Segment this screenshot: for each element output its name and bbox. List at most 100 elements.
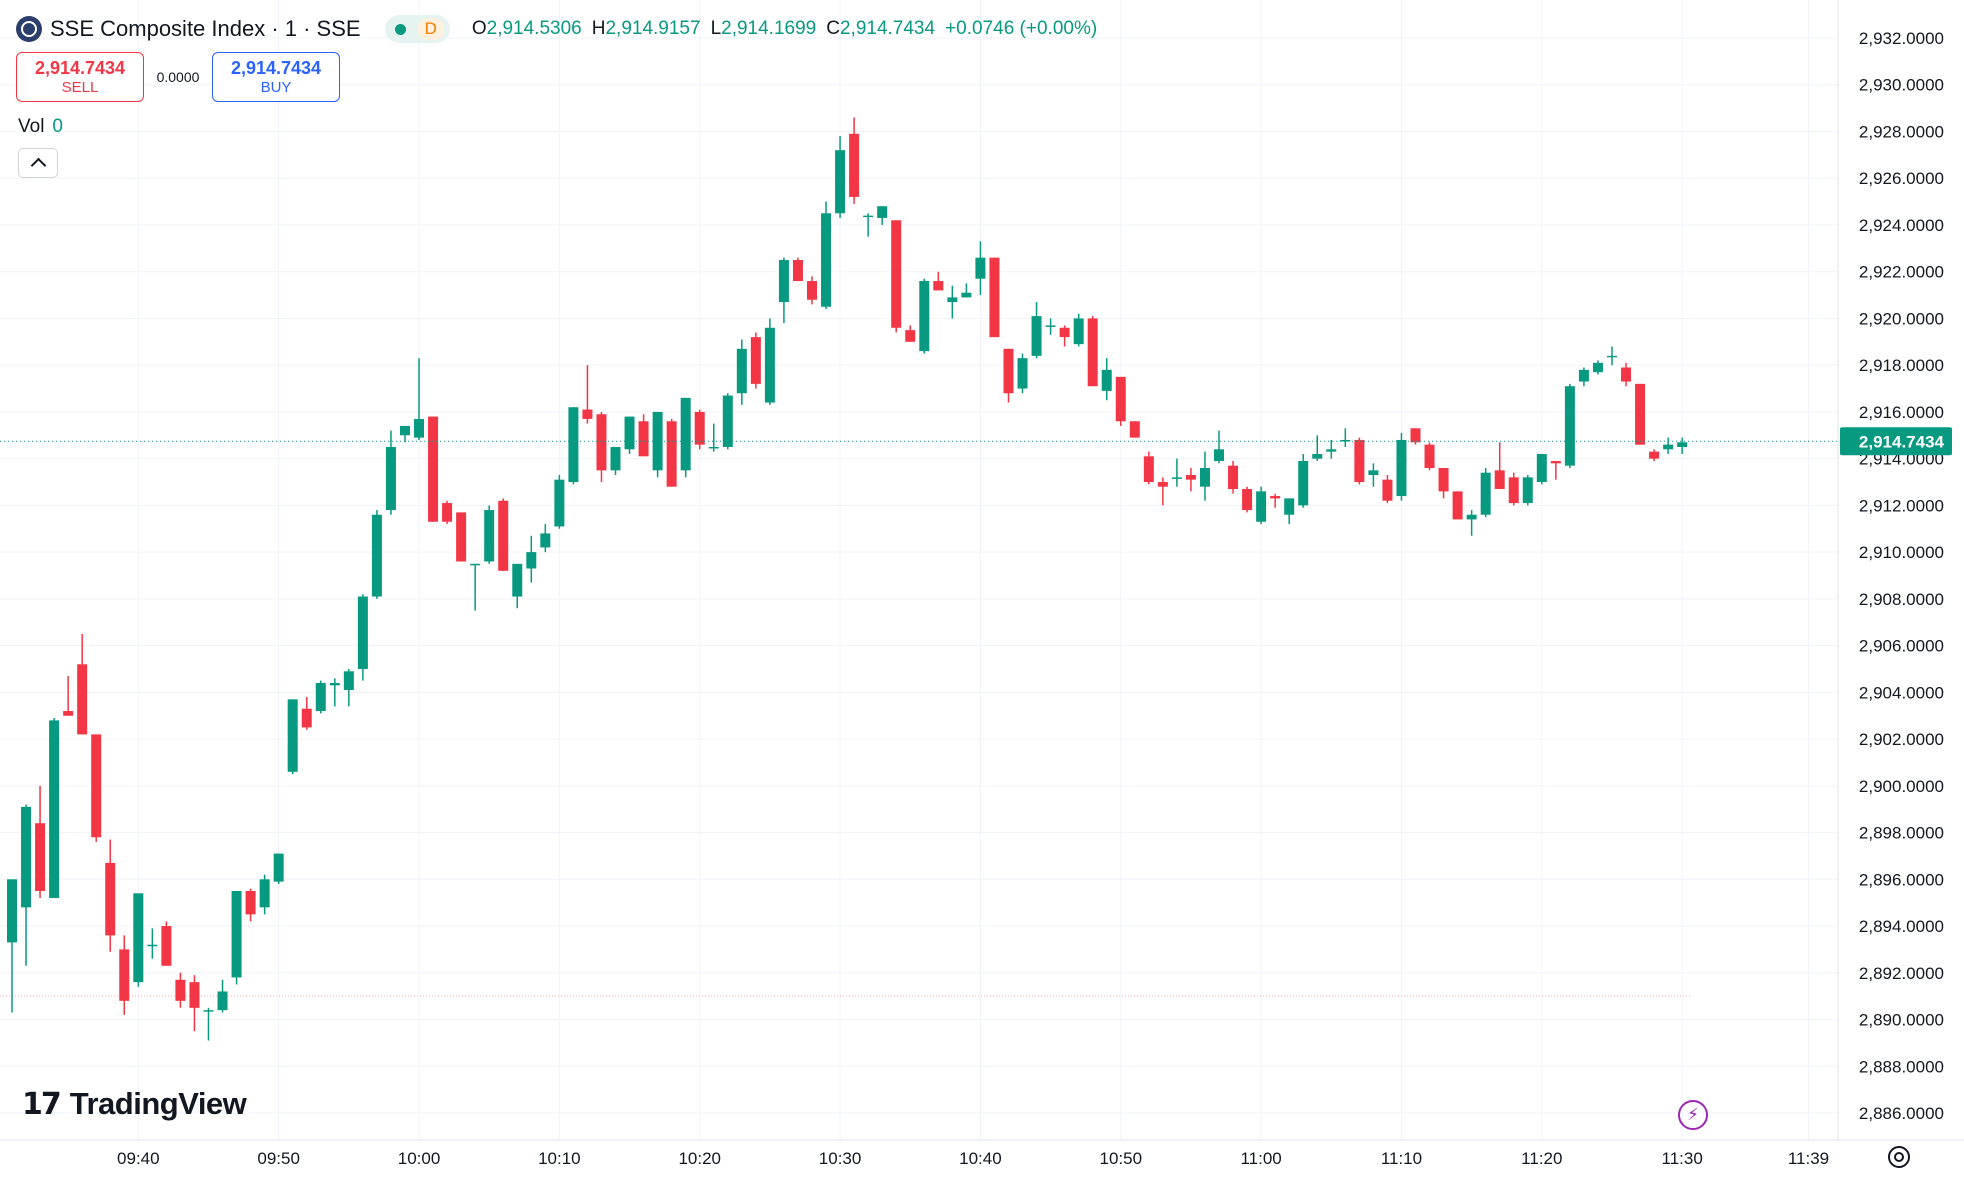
candle[interactable] (680, 397, 691, 478)
candle[interactable] (1592, 360, 1603, 375)
candle[interactable] (764, 318, 775, 405)
candle[interactable] (568, 407, 579, 485)
candle[interactable] (1606, 346, 1617, 366)
sell-button[interactable]: 2,914.7434 SELL (16, 52, 144, 102)
candle[interactable] (484, 505, 495, 564)
candlestick-series[interactable] (7, 117, 1688, 1041)
candle[interactable] (63, 675, 74, 716)
candle[interactable] (1185, 468, 1196, 492)
candle[interactable] (1115, 376, 1126, 426)
candle[interactable] (778, 257, 789, 324)
candle[interactable] (1242, 486, 1253, 513)
candle[interactable] (638, 414, 649, 457)
candle[interactable] (1340, 428, 1351, 447)
candle[interactable] (1508, 472, 1519, 506)
candle[interactable] (1045, 318, 1056, 335)
candle[interactable] (666, 418, 677, 487)
candle[interactable] (147, 928, 158, 959)
candle[interactable] (217, 979, 228, 1013)
candle[interactable] (1143, 451, 1154, 485)
candle[interactable] (526, 535, 537, 583)
candle[interactable] (652, 411, 663, 478)
candle[interactable] (1298, 453, 1309, 508)
candle[interactable] (357, 594, 368, 681)
candle[interactable] (371, 510, 382, 599)
candle[interactable] (91, 734, 102, 842)
candle[interactable] (456, 512, 467, 562)
candle[interactable] (512, 563, 523, 609)
candle[interactable] (947, 285, 958, 319)
candle[interactable] (554, 475, 565, 529)
candle[interactable] (189, 975, 200, 1032)
candle[interactable] (428, 416, 439, 522)
candle[interactable] (933, 271, 944, 291)
candle[interactable] (582, 365, 593, 424)
candle[interactable] (21, 804, 32, 966)
gear-icon[interactable] (1888, 1146, 1910, 1168)
candle[interactable] (1494, 442, 1505, 490)
tradingview-logo[interactable]: 17 TradingView (22, 1086, 247, 1122)
candle[interactable] (1452, 491, 1463, 520)
candle[interactable] (315, 680, 326, 714)
volume-legend[interactable]: Vol 0 (18, 116, 63, 138)
buy-button[interactable]: 2,914.7434 BUY (212, 52, 340, 102)
candle[interactable] (821, 201, 832, 310)
candle[interactable] (1396, 432, 1407, 501)
candle[interactable] (1228, 460, 1239, 494)
candle[interactable] (1101, 358, 1112, 401)
candle[interactable] (736, 339, 747, 405)
candle[interactable] (133, 893, 144, 987)
candle[interactable] (385, 430, 396, 515)
candle[interactable] (245, 888, 256, 922)
candle[interactable] (708, 423, 719, 452)
candle[interactable] (470, 563, 481, 611)
candle[interactable] (722, 393, 733, 450)
candle[interactable] (273, 853, 284, 884)
candle[interactable] (343, 668, 354, 707)
candle[interactable] (540, 524, 551, 553)
candle[interactable] (175, 972, 186, 1008)
candle[interactable] (750, 332, 761, 389)
candle[interactable] (863, 213, 874, 237)
chevron-up-icon[interactable] (18, 148, 58, 178)
candle[interactable] (1017, 353, 1028, 394)
candle[interactable] (1003, 348, 1014, 403)
candle[interactable] (414, 358, 425, 440)
candle[interactable] (1354, 437, 1365, 485)
candle[interactable] (1326, 439, 1337, 459)
candle[interactable] (1382, 475, 1393, 504)
candle[interactable] (694, 409, 705, 450)
symbol-title[interactable]: SSE Composite Index · 1 · SSE (50, 16, 361, 41)
candle[interactable] (498, 498, 509, 571)
candle[interactable] (105, 839, 116, 952)
candle[interactable] (1214, 430, 1225, 464)
candle[interactable] (1284, 498, 1295, 525)
candle[interactable] (1256, 486, 1267, 525)
x-axis[interactable]: 2609:4009:5010:0010:1010:2010:3010:4010:… (0, 1149, 1829, 1168)
candle[interactable] (1466, 510, 1477, 536)
candle[interactable] (1536, 453, 1547, 485)
candle[interactable] (1564, 383, 1575, 468)
candle[interactable] (1635, 383, 1646, 445)
candle[interactable] (1312, 435, 1323, 461)
candle[interactable] (203, 1007, 214, 1041)
candle[interactable] (1157, 477, 1168, 506)
candle[interactable] (1649, 449, 1660, 461)
candle[interactable] (891, 220, 902, 333)
market-status-badge[interactable]: D (384, 15, 450, 43)
candle[interactable] (905, 325, 916, 342)
candle[interactable] (989, 257, 1000, 338)
candle[interactable] (961, 283, 972, 298)
candle[interactable] (442, 500, 453, 525)
candle[interactable] (7, 879, 17, 1013)
candle[interactable] (1073, 313, 1084, 347)
candle[interactable] (119, 935, 130, 1015)
candle[interactable] (1199, 451, 1210, 501)
candle[interactable] (1059, 325, 1070, 347)
candle[interactable] (624, 416, 635, 454)
candle[interactable] (1550, 460, 1561, 480)
candle[interactable] (1087, 316, 1098, 387)
candle[interactable] (1480, 468, 1491, 518)
candle[interactable] (1368, 463, 1379, 487)
candle[interactable] (399, 425, 410, 443)
